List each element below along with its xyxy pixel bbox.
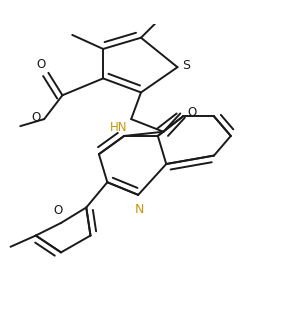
Text: S: S [182,59,191,72]
Text: O: O [31,111,40,124]
Text: O: O [187,106,197,119]
Text: O: O [36,58,45,72]
Text: HN: HN [110,121,128,134]
Text: N: N [135,203,144,216]
Text: O: O [54,204,63,217]
